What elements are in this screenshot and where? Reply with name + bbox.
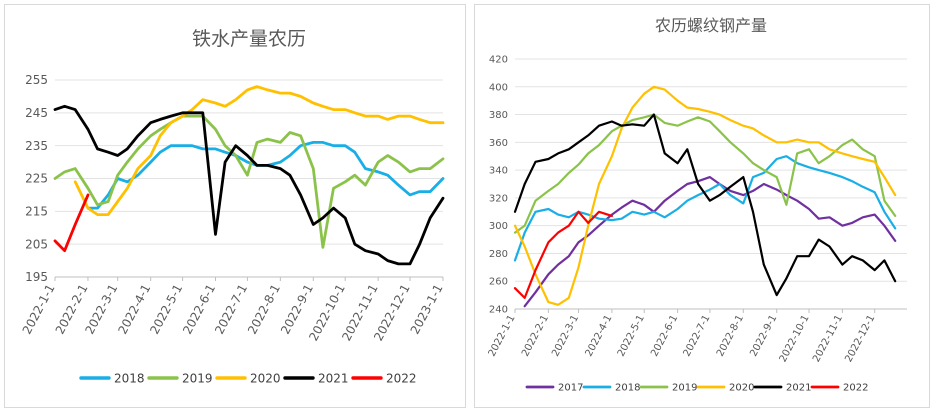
series-line-2017 [523,176,897,308]
x-tick-label: 2023-1-1 [408,282,446,337]
legend-label-2022: 2022 [386,371,417,385]
x-tick-label: 2022-2-1 [520,313,551,358]
series-line-2022 [513,210,613,299]
y-tick-label: 215 [25,205,48,219]
iron-output-chart: 铁水产量农历 195 205 215 225 235 245 255 2022-1-1 2022-… [20,28,446,385]
series-line-2020 [513,85,897,306]
y-tick-label: 300 [489,221,508,232]
legend-label-2019: 2019 [672,383,697,394]
y-tick-label: 205 [25,237,48,251]
y-tick-label: 260 [489,277,508,288]
legend-label-2017: 2017 [558,383,583,394]
series-line-2021 [53,104,445,266]
y-tick-label: 245 [25,106,48,120]
legend-label-2021: 2021 [786,383,811,394]
x-tick-label: 2022-12-1 [843,313,877,364]
y-tick-label: 280 [489,249,508,260]
series-line-2018 [513,155,897,262]
legend-label-2018: 2018 [615,383,640,394]
series-line-2022 [53,193,90,253]
series-line-2019 [53,114,445,249]
y-tick-label: 360 [489,138,508,149]
x-tick-label: 2022-8-1 [245,282,283,337]
x-tick-label: 2022-5-1 [616,313,647,358]
legend-label-2019: 2019 [182,371,213,385]
y-tick-label: 380 [489,110,508,121]
x-tick-label: 2022-10-1 [778,313,812,364]
x-tick-label: 2022-1-1 [20,282,58,337]
series-line-2019 [513,113,897,234]
x-tick-label: 2022-4-1 [584,313,615,358]
legend-label-2022: 2022 [843,383,868,394]
rebar-output-chart: 农历螺纹钢产量 240 260 280 300 320 340 360 380 400 420 202… [487,16,907,394]
y-tick-label: 400 [489,82,508,93]
series-line-2021 [513,113,897,297]
y-tick-label: 320 [489,193,508,204]
y-tick-label: 255 [25,73,48,87]
x-tick-label: 2022-11-1 [811,313,845,364]
chart-panel-iron-output: 铁水产量农历 195 205 215 225 235 245 255 2022-1-1 2022-… [4,4,466,408]
legend-label-2018: 2018 [114,371,145,385]
y-tick-label: 420 [489,55,508,66]
x-tick-label: 2022-3-1 [550,313,581,358]
series-line-2020 [73,85,445,217]
x-tick-label: 2022-7-1 [212,282,250,337]
y-tick-label: 340 [489,166,508,177]
legend-label-2021: 2021 [318,371,349,385]
x-tick-label: 2022-9-1 [748,313,779,358]
chart-panel-rebar-output: 农历螺纹钢产量 240 260 280 300 320 340 360 380 400 420 202… [474,4,930,408]
series-line-2018 [86,140,445,210]
y-tick-label: 235 [25,139,48,153]
x-tick-label: 2022-1-1 [487,313,518,358]
legend-label-2020: 2020 [729,383,754,394]
x-tick-label: 2022-8-1 [715,313,746,358]
legend-label-2020: 2020 [250,371,281,385]
chart-title: 铁水产量农历 [192,28,306,50]
x-tick-label: 2022-5-1 [147,282,185,337]
y-tick-label: 225 [25,172,48,186]
y-tick-label: 240 [489,305,508,316]
y-tick-label: 195 [25,270,48,284]
chart-title: 农历螺纹钢产量 [655,16,767,35]
x-tick-label: 2022-6-1 [649,313,680,358]
x-tick-label: 2022-7-1 [682,313,713,358]
